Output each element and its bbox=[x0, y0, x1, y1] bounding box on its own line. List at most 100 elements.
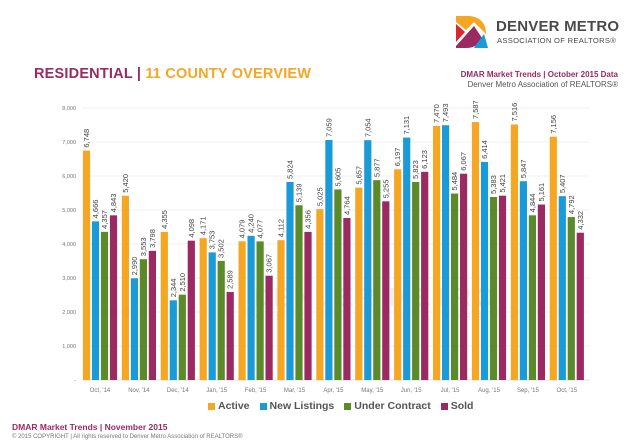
bar-new-listings bbox=[130, 278, 138, 380]
bar-new-listings bbox=[91, 221, 100, 380]
legend-swatch bbox=[208, 402, 215, 410]
bar-new-listings bbox=[364, 140, 372, 380]
bar-active bbox=[160, 231, 168, 380]
bar-under-contract bbox=[139, 259, 147, 380]
data-label: 2,589 bbox=[226, 270, 235, 289]
footer-title: DMAR Market Trends | November 2015 bbox=[12, 422, 168, 432]
data-label: 5,139 bbox=[295, 183, 304, 202]
y-tick-label: 2,000 bbox=[62, 310, 76, 316]
bar-sold bbox=[576, 232, 584, 380]
legend-label: Under Contract bbox=[354, 400, 431, 412]
bar-new-listings bbox=[247, 235, 255, 380]
data-label: 5,847 bbox=[519, 159, 528, 178]
y-tick-label: 5,000 bbox=[62, 208, 76, 214]
bar-new-listings bbox=[442, 125, 450, 380]
bar-active bbox=[394, 169, 402, 380]
data-label: 4,332 bbox=[576, 211, 585, 230]
bar-new-listings bbox=[325, 139, 333, 380]
data-label: 4,077 bbox=[256, 220, 265, 239]
legend-swatch bbox=[344, 402, 352, 410]
data-label: 5,605 bbox=[333, 168, 342, 187]
x-tick-label: Apr, '15 bbox=[323, 388, 344, 394]
bar-active bbox=[510, 124, 518, 381]
data-label: 7,516 bbox=[510, 103, 519, 122]
bar-under-contract bbox=[412, 182, 420, 380]
bar-sold bbox=[498, 195, 507, 380]
x-tick-label: Sep, '15 bbox=[517, 388, 539, 394]
data-label: 5,877 bbox=[372, 158, 381, 177]
bar-active bbox=[433, 126, 441, 381]
data-label: 7,131 bbox=[402, 116, 411, 135]
data-label: 4,356 bbox=[304, 210, 313, 229]
page-title-part1: RESIDENTIAL bbox=[34, 66, 133, 82]
page-title-part2: 11 COUNTY OVERVIEW bbox=[145, 66, 312, 82]
bar-sold bbox=[460, 173, 468, 380]
y-tick-label: 7,000 bbox=[62, 140, 76, 146]
logo-orange-shape bbox=[456, 16, 486, 34]
bar-under-contract bbox=[178, 294, 186, 380]
bar-new-listings bbox=[480, 161, 489, 380]
bar-under-contract bbox=[334, 189, 342, 380]
data-label: 6,067 bbox=[459, 152, 468, 171]
data-label: 4,098 bbox=[187, 219, 196, 238]
data-label: 7,059 bbox=[324, 118, 333, 137]
x-tick-label: Nov, '14 bbox=[128, 388, 150, 394]
data-label: 7,054 bbox=[363, 118, 372, 137]
bar-sold bbox=[109, 215, 118, 380]
data-label: 4,171 bbox=[199, 216, 208, 235]
data-label: 5,420 bbox=[121, 174, 130, 193]
x-tick-label: Aug, '15 bbox=[478, 388, 500, 394]
data-label: 6,123 bbox=[420, 150, 429, 169]
bar-active bbox=[238, 241, 246, 380]
data-label: 5,484 bbox=[450, 172, 459, 191]
bar-new-listings bbox=[208, 252, 216, 380]
bar-active bbox=[277, 240, 285, 380]
bars bbox=[82, 122, 584, 381]
x-tick-label: Dec, '14 bbox=[167, 388, 189, 394]
bar-under-contract bbox=[373, 180, 381, 380]
x-tick-label: Jul, '15 bbox=[441, 388, 460, 394]
bar-new-listings bbox=[286, 181, 294, 380]
x-tick-label: May, '15 bbox=[361, 388, 384, 394]
data-label: 4,844 bbox=[528, 194, 537, 213]
footer-copyright: © 2015 COPYRIGHT | All rights reserved t… bbox=[12, 434, 243, 440]
data-label: 3,067 bbox=[265, 254, 274, 273]
x-tick-label: Feb, '15 bbox=[245, 388, 267, 394]
data-label: 7,156 bbox=[549, 115, 558, 134]
x-tick-label: Oct, '14 bbox=[90, 388, 111, 394]
bar-sold bbox=[187, 240, 195, 380]
y-tick-label: 8,000 bbox=[62, 106, 76, 112]
legend-label: Sold bbox=[450, 400, 474, 412]
data-label: 3,502 bbox=[217, 239, 226, 258]
legend-item-new-listings: New Listings bbox=[259, 400, 334, 412]
bar-sold bbox=[226, 291, 234, 380]
bar-under-contract bbox=[217, 260, 225, 380]
bar-under-contract bbox=[295, 205, 303, 380]
report-info: DMAR Market Trends | October 2015 Data D… bbox=[461, 70, 618, 89]
data-label: 4,355 bbox=[160, 210, 169, 229]
legend-swatch bbox=[440, 402, 448, 410]
x-tick-label: Jan, '15 bbox=[206, 388, 227, 394]
dmar-logo-icon bbox=[456, 16, 488, 48]
bar-sold bbox=[148, 250, 156, 380]
bar-active bbox=[82, 150, 91, 380]
logo-red-shape bbox=[456, 24, 465, 42]
data-label: 5,407 bbox=[558, 174, 567, 193]
data-label: 4,240 bbox=[247, 214, 256, 233]
bar-new-listings bbox=[169, 300, 177, 380]
report-source: Denver Metro Association of REALTORS® bbox=[467, 80, 618, 89]
x-tick-label: Mar, '15 bbox=[284, 388, 306, 394]
x-axis-labels: Oct, '14 Nov, '14 Dec, '14 Jan, '15 Feb, '15… bbox=[90, 388, 578, 394]
logo-subtitle: ASSOCIATION OF REALTORS® bbox=[497, 36, 617, 45]
data-label: 2,990 bbox=[130, 257, 139, 276]
bar-under-contract bbox=[528, 215, 536, 380]
bar-under-contract bbox=[489, 196, 498, 380]
data-label: 7,470 bbox=[432, 104, 441, 123]
page-title-separator: | bbox=[132, 66, 146, 82]
legend-item-active: Active bbox=[208, 400, 250, 412]
data-label: 2,344 bbox=[169, 279, 178, 298]
bar-active bbox=[316, 209, 324, 380]
y-tick-label: - bbox=[74, 378, 76, 384]
bar-under-contract bbox=[451, 193, 459, 380]
